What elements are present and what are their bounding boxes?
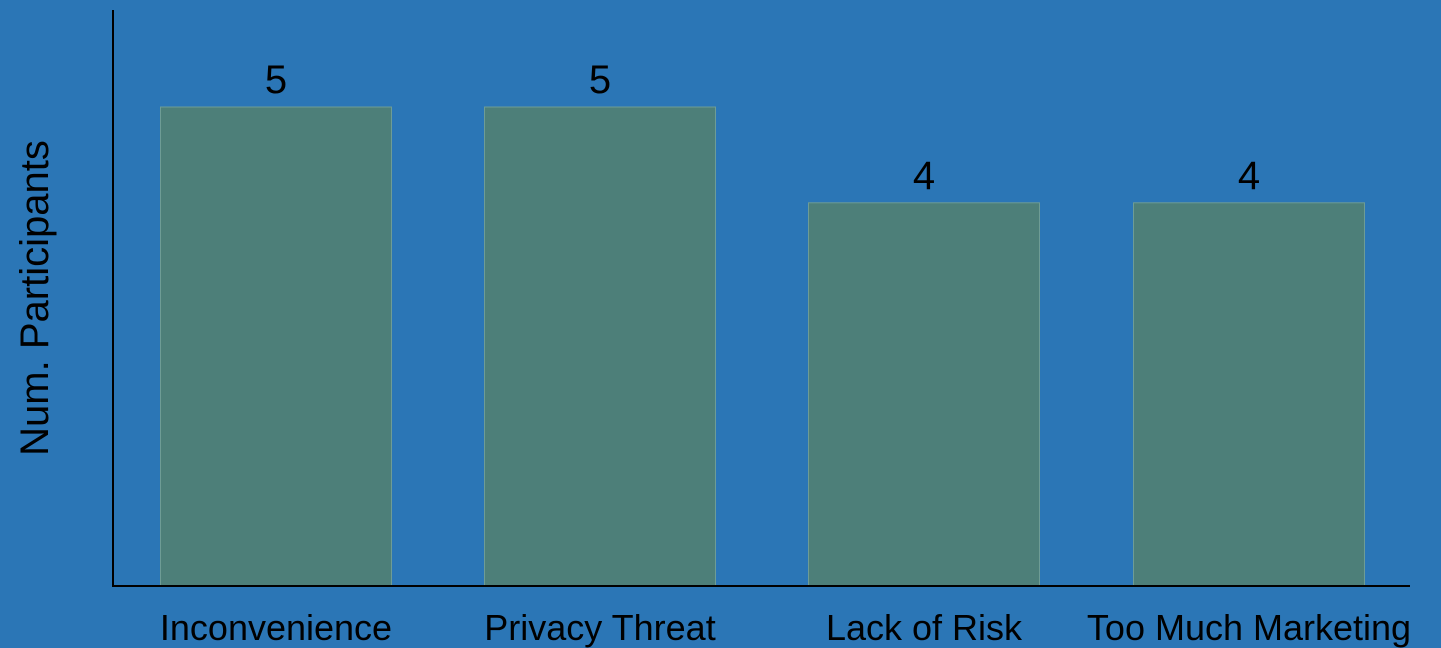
x-tick-label-0: Inconvenience	[160, 607, 392, 648]
bar-value-label-1: 5	[589, 58, 611, 102]
x-tick-label-1: Privacy Threat	[484, 607, 715, 648]
x-tick-label-3: Too Much Marketing	[1087, 607, 1411, 648]
bar-value-label-3: 4	[1238, 154, 1260, 198]
x-tick-label-2: Lack of Risk	[826, 607, 1023, 648]
x-tick-labels: Inconvenience Privacy Threat Lack of Risk T…	[160, 607, 1411, 648]
bars	[160, 106, 1365, 587]
bar-3	[1133, 202, 1365, 587]
bar-1	[484, 106, 716, 587]
bar-0	[160, 106, 392, 587]
bar-value-label-2: 4	[913, 154, 935, 198]
y-axis-title: Num. Participants	[13, 140, 57, 456]
data-labels: 5 5 4 4	[265, 58, 1260, 198]
bar-2	[808, 202, 1040, 587]
bar-value-label-0: 5	[265, 58, 287, 102]
